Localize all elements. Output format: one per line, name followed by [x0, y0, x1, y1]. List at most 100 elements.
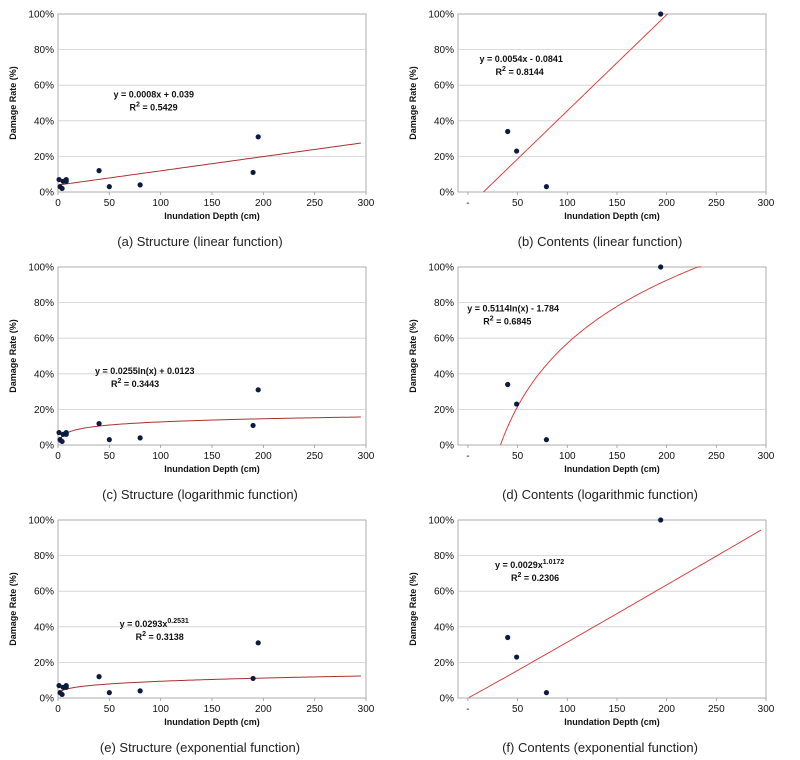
x-axis-label: Inundation Depth (cm): [564, 211, 660, 221]
r-squared-label: R: [129, 103, 136, 113]
y-tick-label: 40%: [34, 622, 54, 633]
x-tick-label: 200: [658, 451, 675, 462]
data-point: [56, 176, 62, 183]
r-squared-sup: 2: [502, 66, 506, 73]
x-axis-label: Inundation Depth (cm): [164, 464, 260, 474]
trend-equation: y = 0.0029x1.0172: [495, 559, 564, 570]
y-tick-label: 80%: [34, 298, 54, 309]
r-squared-sup: 2: [117, 378, 121, 385]
y-axis-label: Damage Rate (%): [8, 66, 18, 140]
trendline: [58, 675, 361, 694]
r-squared: R2 = 0.8144: [496, 66, 544, 77]
x-tick-label: 100: [152, 451, 169, 462]
y-tick-label: 20%: [34, 405, 54, 416]
r-squared-label: R: [511, 573, 518, 583]
r-squared-value: = 0.5429: [140, 103, 178, 113]
y-tick-label: 20%: [434, 152, 454, 163]
x-tick-label: 100: [559, 198, 576, 209]
r-squared-sup: 2: [136, 102, 140, 109]
chart-svg: 0% 20% 40% 60% 80% 100% 0 50 100 150 200 250 300 Inun…: [8, 10, 375, 222]
trendline: [500, 266, 702, 445]
y-tick-label: 40%: [434, 116, 454, 127]
data-point: [255, 134, 261, 140]
data-point: [137, 182, 143, 188]
y-tick-label: 20%: [434, 658, 454, 669]
x-axis-label: Inundation Depth (cm): [564, 717, 660, 727]
x-tick-label: 100: [152, 198, 169, 209]
y-tick-label: 80%: [34, 551, 54, 562]
x-tick-label: 250: [708, 451, 725, 462]
data-point: [658, 11, 664, 17]
x-tick-label: 300: [358, 704, 375, 715]
y-tick-label: 80%: [434, 45, 454, 56]
y-axis-label: Damage Rate (%): [408, 319, 418, 393]
y-tick-label: 60%: [434, 81, 454, 92]
chart-caption: (a) Structure (linear function): [117, 234, 283, 249]
data-point: [96, 674, 102, 680]
data-point: [250, 422, 256, 429]
data-point: [59, 438, 65, 445]
data-point: [250, 169, 256, 176]
x-tick-label: 0: [55, 198, 61, 209]
trendline: [57, 142, 361, 186]
y-tick-label: 60%: [434, 334, 454, 345]
x-axis-label: Inundation Depth (cm): [564, 464, 660, 474]
plot-area: [57, 519, 367, 699]
x-tick-label: 250: [306, 451, 323, 462]
x-tick-label: 200: [255, 198, 272, 209]
chart-panel-a: 0% 20% 40% 60% 80% 100% 0 50 100 150 200 250 300 Inun…: [0, 0, 400, 253]
data-point: [543, 437, 550, 443]
x-tick-label: 100: [559, 704, 576, 715]
chart-svg: 0% 20% 40% 60% 80% 100% 0 50 100 150 200 250 300 Inun…: [8, 263, 375, 475]
data-point: [63, 684, 69, 690]
chart-panel-e: 0% 20% 40% 60% 80% 100% 0 50 100 150 200 250 300 Inun…: [0, 506, 400, 759]
y-tick-label: 0%: [440, 188, 455, 199]
x-tick-label: 250: [306, 198, 323, 209]
r-squared-label: R: [496, 67, 503, 77]
y-tick-label: 100%: [428, 10, 454, 21]
x-tick-label: -: [466, 704, 469, 715]
plot-area: [57, 266, 367, 446]
data-point: [106, 690, 112, 696]
x-tick-label: 300: [358, 198, 375, 209]
r-squared-value: = 0.3138: [146, 632, 184, 642]
x-tick-label: 50: [104, 451, 116, 462]
chart-caption: (b) Contents (linear function): [517, 234, 683, 249]
y-axis-label: Damage Rate (%): [408, 572, 418, 646]
y-tick-label: 100%: [428, 263, 454, 274]
equation-exponent: 0.2531: [167, 618, 189, 625]
r-squared-label: R: [483, 317, 490, 327]
data-point: [658, 264, 664, 270]
r-squared-value: = 0.6845: [494, 317, 532, 327]
chart-caption: (f) Contents (exponential function): [502, 740, 698, 755]
plot-area: [457, 519, 767, 699]
r-squared-value: = 0.3443: [121, 379, 159, 389]
equation-exponent: 1.0172: [543, 559, 565, 566]
y-tick-label: 100%: [428, 516, 454, 527]
data-point: [658, 517, 664, 523]
data-point: [255, 387, 261, 393]
data-point: [56, 682, 62, 689]
r-squared-sup: 2: [142, 631, 146, 638]
trend-equation: y = 0.5114ln(x) - 1.784: [467, 304, 559, 314]
data-point: [250, 675, 256, 682]
data-point: [59, 185, 65, 192]
data-point: [137, 435, 143, 441]
x-tick-label: 50: [104, 198, 116, 209]
x-tick-label: -: [466, 451, 469, 462]
trendline: [483, 13, 668, 193]
data-point: [543, 690, 550, 696]
chart-caption: (d) Contents (logarithmic function): [502, 487, 698, 502]
y-tick-label: 0%: [40, 694, 55, 705]
y-axis-label: Damage Rate (%): [8, 319, 18, 393]
x-tick-label: 250: [708, 198, 725, 209]
y-axis-label: Damage Rate (%): [8, 572, 18, 646]
x-tick-label: 300: [758, 704, 775, 715]
data-point: [63, 178, 69, 184]
r-squared-value: = 0.2306: [521, 573, 559, 583]
x-tick-label: 300: [758, 198, 775, 209]
x-tick-label: 150: [609, 451, 626, 462]
x-tick-label: 250: [708, 704, 725, 715]
x-axis-label: Inundation Depth (cm): [164, 211, 260, 221]
